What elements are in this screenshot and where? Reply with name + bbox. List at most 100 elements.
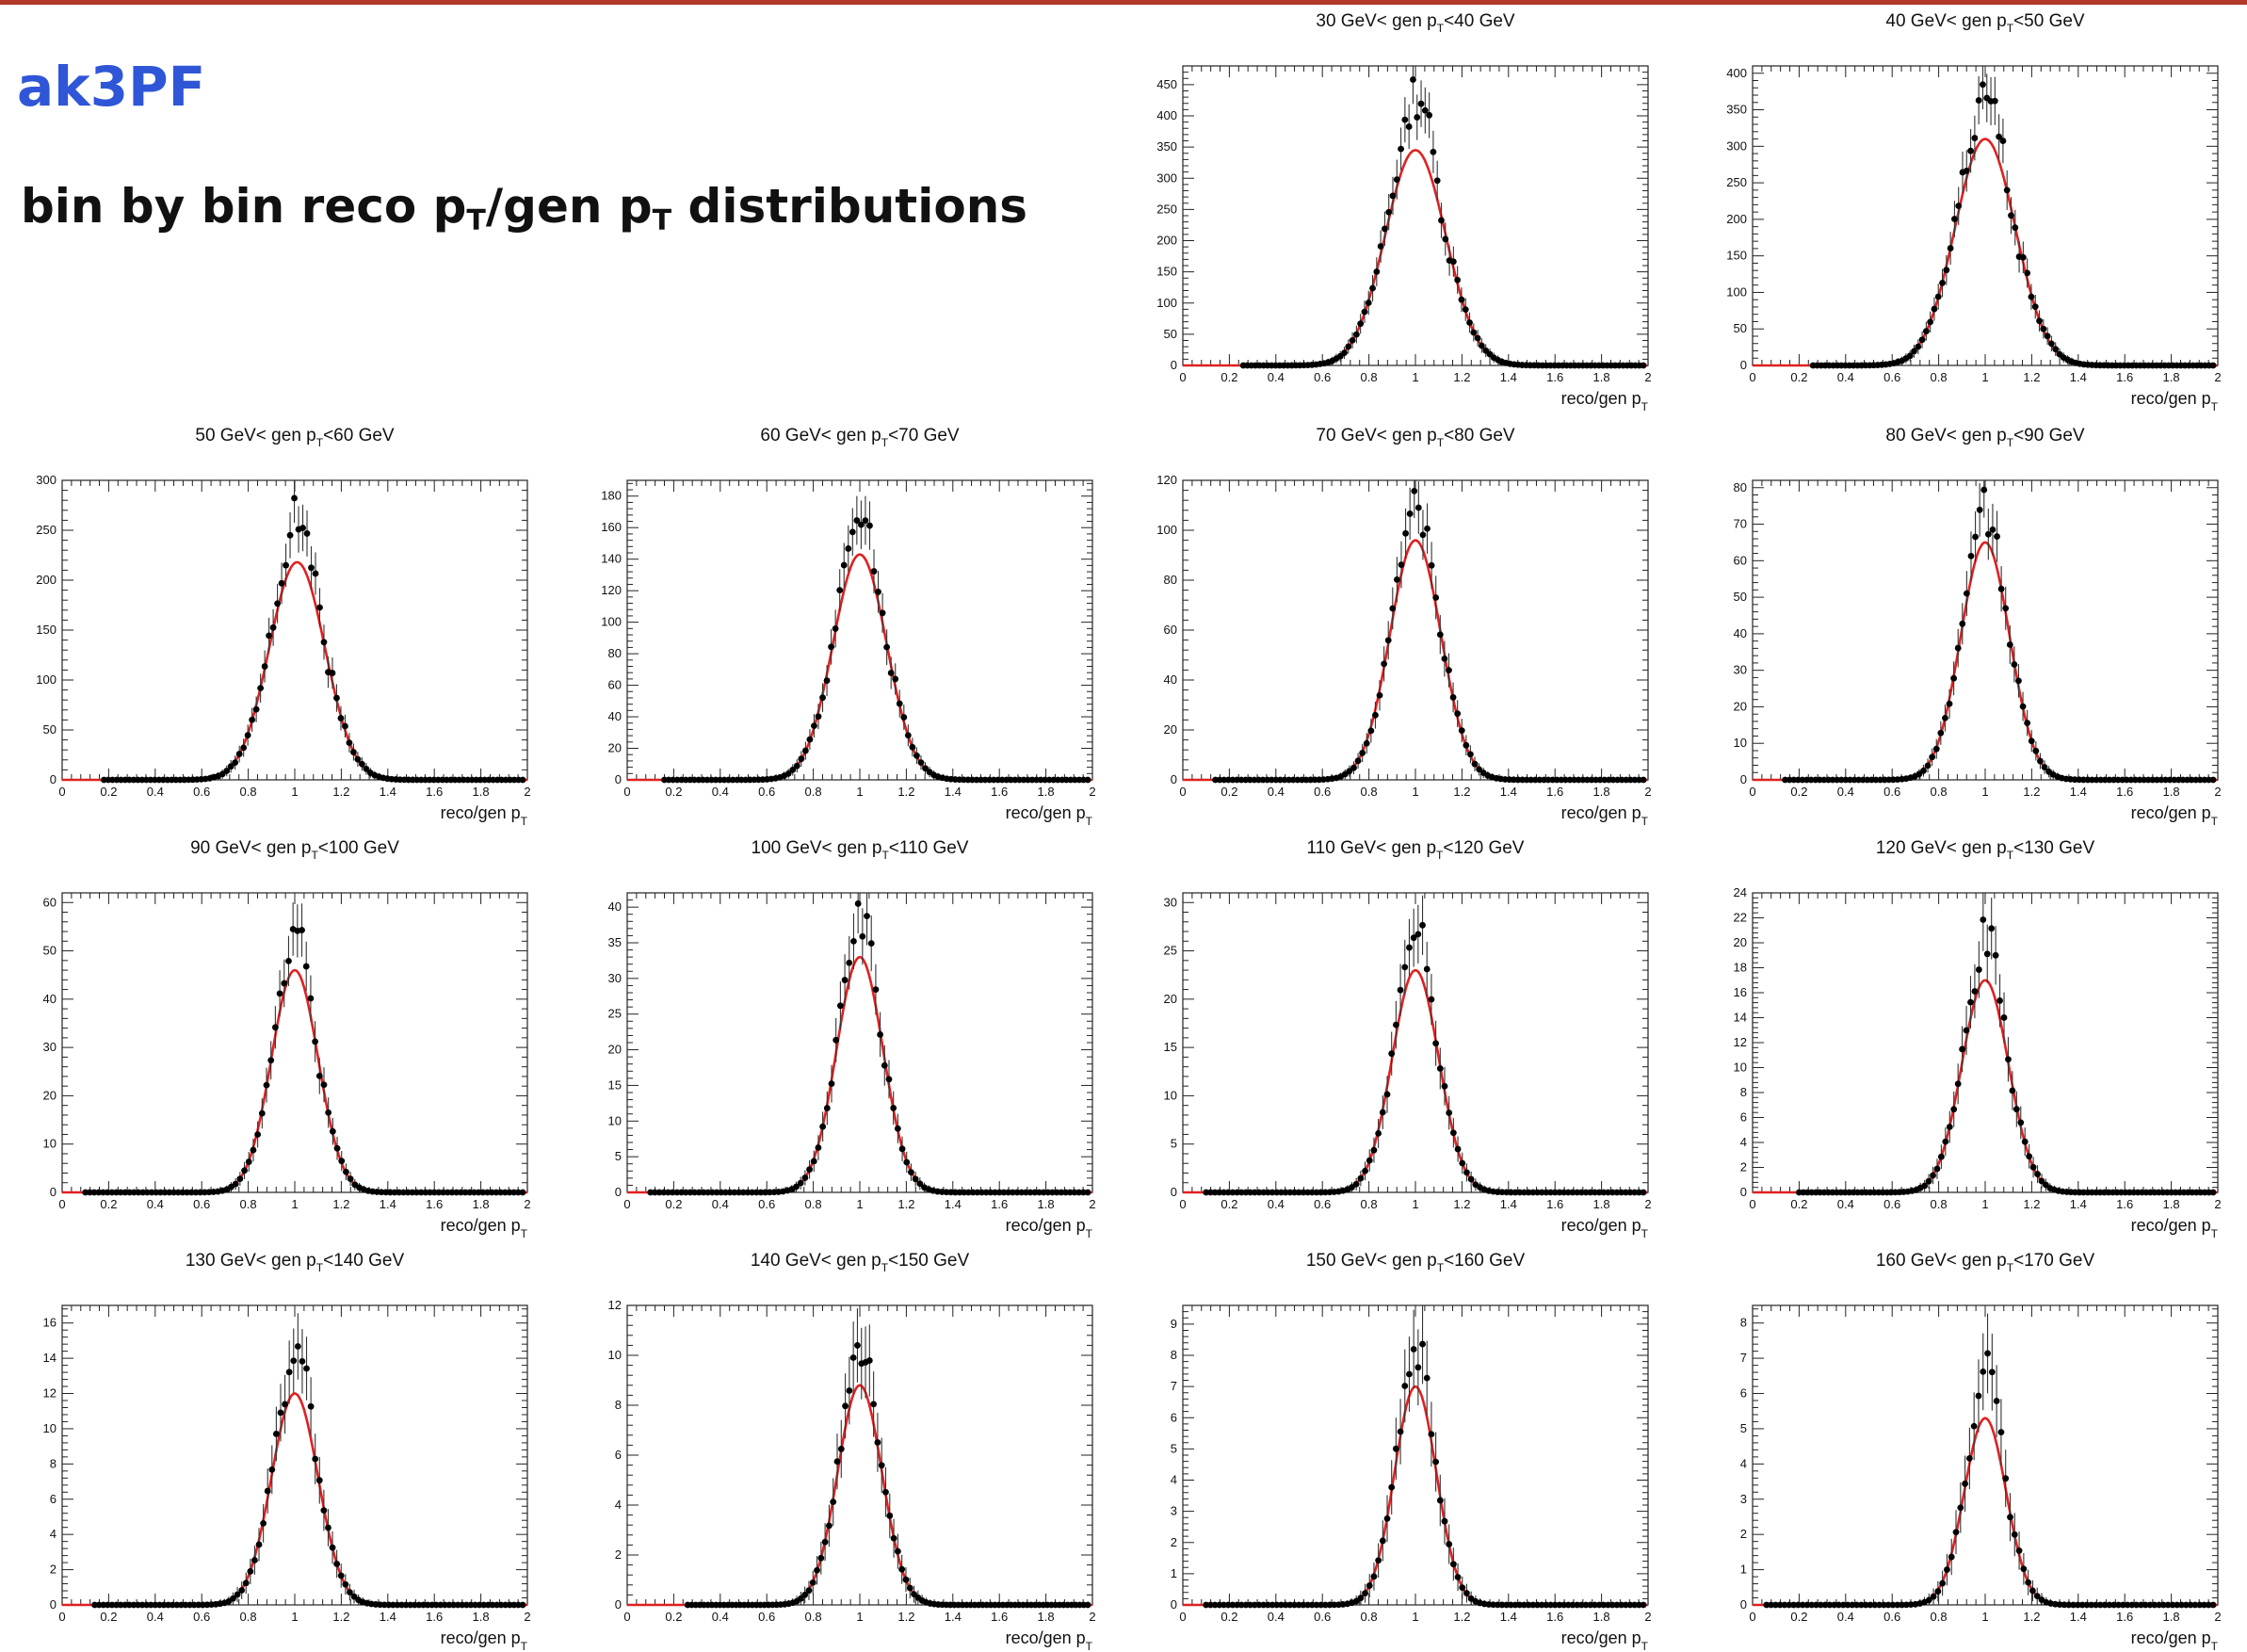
- data-point: [1605, 1189, 1611, 1196]
- data-point: [227, 763, 234, 770]
- data-point: [1423, 965, 1431, 973]
- data-point: [1421, 106, 1429, 114]
- x-tick-label: 1.4: [380, 785, 396, 799]
- data-point: [762, 1189, 769, 1196]
- data-point: [391, 1189, 398, 1196]
- gaussian-fit-curve: [1753, 138, 2218, 367]
- data-point: [974, 1189, 981, 1196]
- data-point: [1454, 276, 1462, 283]
- data-point: [833, 1036, 840, 1044]
- data-point: [1921, 1182, 1929, 1190]
- data-point: [1278, 1189, 1285, 1196]
- y-tick-label: 0: [50, 1185, 57, 1199]
- subtitle-part: distributions: [671, 179, 1028, 234]
- y-tick-label: 120: [1156, 473, 1177, 487]
- data-point: [1384, 637, 1392, 644]
- data-point: [153, 1189, 160, 1196]
- data-point: [1476, 766, 1483, 773]
- data-point: [1946, 1124, 1953, 1130]
- data-point: [1058, 1189, 1065, 1196]
- plot-frame: [61, 479, 528, 781]
- data-point: [320, 639, 328, 646]
- data-point: [1363, 739, 1370, 747]
- x-tick-label: 1: [1412, 1197, 1418, 1211]
- data-point: [1600, 1189, 1608, 1196]
- data-point: [519, 1189, 526, 1196]
- data-point: [1915, 343, 1922, 350]
- data-point: [1534, 1189, 1541, 1196]
- chart-svg: 110 GeV< gen pT<120 GeV 0 0.2 0.4 0.6 0.8 1 1.2…: [1164, 838, 1652, 1240]
- data-point: [917, 759, 925, 767]
- x-tick-label: 0.6: [193, 785, 210, 799]
- x-tick-label: 0.8: [805, 785, 822, 799]
- x-tick-label: 1.8: [2163, 1197, 2180, 1211]
- data-point: [1388, 1050, 1396, 1058]
- data-point: [704, 1189, 712, 1196]
- data-point: [1942, 714, 1948, 721]
- data-point: [1436, 1065, 1444, 1072]
- data-point: [1264, 1189, 1271, 1196]
- data-point: [1361, 308, 1368, 316]
- x-tick-label: 0.6: [758, 785, 775, 799]
- x-tick-label: 1.2: [2023, 370, 2040, 384]
- data-point: [722, 1189, 729, 1196]
- data-point: [801, 1174, 809, 1181]
- x-tick-label: 1.4: [1500, 370, 1517, 384]
- data-point: [1401, 116, 1409, 123]
- data-point: [1442, 235, 1449, 243]
- x-tick-label: 1.4: [2070, 1197, 2087, 1211]
- data-point: [235, 751, 243, 757]
- data-point: [757, 1189, 765, 1196]
- data-point: [1436, 631, 1444, 639]
- y-tick-label: 250: [36, 523, 57, 537]
- x-tick-label: 1.2: [2023, 1197, 2040, 1211]
- data-point: [1462, 306, 1469, 314]
- x-axis-label: reco/gen pT: [1006, 803, 1093, 828]
- data-point: [912, 1175, 919, 1183]
- data-point: [1203, 1189, 1210, 1196]
- data-point: [466, 1189, 474, 1196]
- data-point: [2002, 605, 2010, 612]
- data-point: [104, 1189, 111, 1196]
- data-point: [1022, 1189, 1029, 1196]
- y-tick-label: 80: [1164, 573, 1177, 587]
- data-point: [992, 1189, 998, 1196]
- data-point: [1470, 329, 1478, 336]
- data-point: [276, 990, 283, 997]
- data-point: [1976, 506, 1983, 513]
- x-axis-label: reco/gen pT: [1561, 1216, 1649, 1240]
- y-tick-label: 0: [1171, 1185, 1177, 1199]
- data-point: [1950, 1106, 1958, 1113]
- data-point: [95, 1189, 103, 1196]
- x-tick-label: 1.2: [897, 1197, 914, 1211]
- y-tick-label: 50: [1734, 590, 1747, 604]
- y-tick-label: 100: [36, 672, 57, 687]
- data-point: [1370, 1146, 1378, 1154]
- data-point: [1441, 655, 1448, 662]
- data-point: [1419, 531, 1427, 539]
- data-point: [870, 568, 878, 575]
- data-point: [956, 1189, 963, 1196]
- data-point: [343, 1168, 349, 1175]
- data-point: [1467, 1175, 1475, 1183]
- data-point: [859, 932, 866, 940]
- x-tick-label: 0.2: [1790, 1197, 1807, 1211]
- x-tick-label: 1.6: [1546, 1197, 1563, 1211]
- top-accent-bar: [0, 0, 2247, 5]
- chart-panel-6: 80 GeV< gen pT<90 GeV 0 0.2 0.4 0.6 0.8 1 1.2 1.…: [1690, 414, 2246, 828]
- data-point: [1556, 1189, 1563, 1196]
- data-point: [651, 1189, 658, 1196]
- gaussian-fit-curve: [62, 968, 527, 1194]
- data-point: [1393, 176, 1400, 184]
- data-point: [1932, 745, 1940, 753]
- data-point: [1385, 208, 1393, 216]
- x-tick-label: 2: [1644, 370, 1651, 384]
- data-point: [1587, 1189, 1594, 1196]
- data-point: [1931, 305, 1938, 313]
- data-point: [1975, 97, 1982, 104]
- x-tick-label: 1.2: [1453, 785, 1470, 799]
- data-point: [1963, 167, 1970, 174]
- x-tick-label: 0.8: [240, 785, 257, 799]
- x-tick-label: 1.6: [991, 785, 1008, 799]
- x-tick-label: 1.6: [426, 785, 443, 799]
